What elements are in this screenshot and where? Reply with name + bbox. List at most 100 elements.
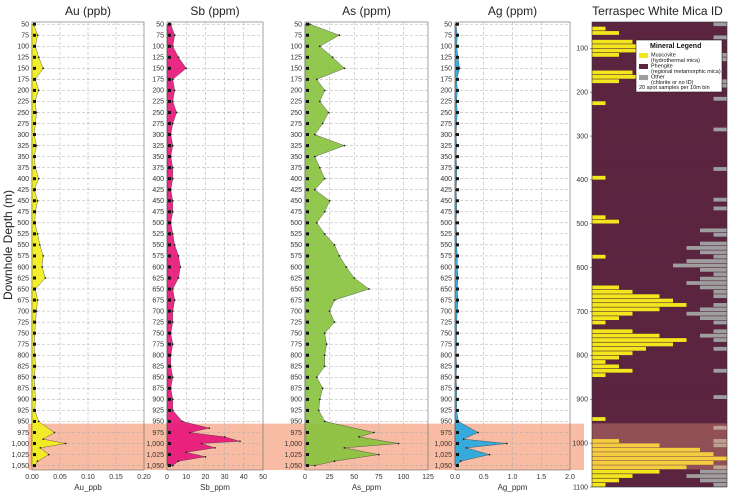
y-axis-label: Downhole Depth (m)	[1, 190, 15, 300]
mica-muscovite-bar	[592, 74, 660, 79]
sb-sample-marker	[168, 110, 171, 114]
ag-depth-tick-label: 1,050	[434, 463, 452, 470]
sb-depth-tick-label: 575	[152, 253, 164, 260]
mica-phengite-bar	[592, 439, 727, 443]
mica-muscovite-bar	[592, 219, 619, 224]
mica-other-bar	[713, 22, 727, 27]
mica-phengite-bar	[592, 188, 727, 193]
mica-muscovite-bar	[592, 439, 619, 443]
au-point	[39, 447, 42, 449]
mica-other-bar	[713, 197, 727, 202]
sb-depth-tick-label: 475	[152, 209, 164, 216]
ag-sample-marker	[456, 353, 459, 357]
as-depth-tick-label: 950	[290, 419, 302, 426]
au-point	[42, 67, 45, 70]
sb-sample-marker	[168, 287, 171, 291]
au-depth-tick-label: 500	[17, 220, 29, 227]
mica-muscovite-bar	[592, 53, 619, 57]
as-depth-tick-label: 650	[290, 286, 302, 293]
sb-point	[189, 431, 191, 434]
au-sample-marker	[33, 408, 36, 412]
au-depth-tick-label: 1,050	[11, 463, 29, 470]
as-sample-marker	[306, 364, 309, 368]
au-point	[35, 310, 38, 312]
mica-phengite-bar	[592, 403, 727, 408]
as-depth-tick-label: 625	[290, 275, 302, 282]
ag-depth-tick-label: 1,025	[434, 452, 452, 459]
mica-phengite-bar	[592, 237, 727, 242]
mica-muscovite-bar	[592, 175, 606, 180]
as-depth-tick-label: 775	[290, 342, 302, 349]
ag-depth-tick-label: 225	[440, 99, 452, 106]
mica-muscovite-bar	[592, 452, 714, 456]
mica-muscovite-bar	[592, 307, 660, 312]
as-sample-marker	[306, 331, 309, 335]
mica-phengite-bar	[592, 276, 727, 281]
mica-other-bar	[700, 228, 727, 233]
mica-other-bar	[713, 35, 727, 40]
as-point	[331, 56, 334, 59]
mica-phengite-bar	[592, 346, 727, 351]
as-depth-tick-label: 1,000	[284, 441, 302, 448]
mica-muscovite-bar	[592, 289, 633, 294]
mica-other-bar	[713, 272, 727, 277]
mica-phengite-bar	[592, 180, 727, 185]
ag-sample-marker	[456, 122, 459, 126]
sb-sample-marker	[168, 464, 171, 468]
sb-point	[173, 299, 176, 301]
au-sample-marker	[33, 331, 36, 335]
legend-sublabel: (chlorite or no ID)	[651, 80, 694, 86]
mica-muscovite-bar	[592, 26, 606, 31]
mica-muscovite-bar	[592, 303, 687, 307]
as-point	[343, 67, 346, 70]
sb-depth-tick-label: 350	[152, 154, 164, 161]
as-sample-marker	[306, 276, 309, 280]
mica-muscovite-bar	[592, 360, 606, 364]
ag-sample-marker	[456, 453, 459, 457]
au-point	[64, 442, 67, 445]
sb-sample-marker	[168, 353, 171, 357]
legend-sublabel: (hydrothermal mica)	[651, 58, 700, 64]
mica-other-bar	[700, 285, 727, 290]
mica-phengite-bar	[592, 474, 727, 478]
mica-other-bar	[686, 311, 727, 316]
mica-tick-label: 900	[576, 397, 588, 404]
sb-depth-tick-label: 975	[152, 430, 164, 437]
mica-phengite-bar	[592, 232, 727, 237]
as-depth-tick-label: 200	[290, 88, 302, 95]
au-sample-marker	[33, 287, 36, 291]
as-depth-tick-label: 475	[290, 209, 302, 216]
mica-phengite-bar	[592, 22, 727, 27]
as-title: As (ppm)	[342, 4, 391, 18]
au-point	[36, 34, 39, 37]
mica-phengite-bar	[592, 123, 727, 127]
mica-phengite-bar	[592, 355, 727, 360]
mica-phengite-bar	[592, 224, 727, 228]
mica-phengite-bar	[592, 162, 727, 167]
mica-phengite-bar	[592, 184, 727, 189]
sb-sample-marker	[168, 309, 171, 313]
mica-title: Terraspec White Mica ID	[592, 4, 723, 18]
ag-depth-tick-label: 750	[440, 330, 452, 337]
as-depth-tick-label: 975	[290, 430, 302, 437]
as-point	[333, 244, 336, 246]
ag-sample-marker	[456, 342, 459, 346]
mica-phengite-bar	[592, 175, 727, 180]
mica-other-bar	[713, 320, 727, 325]
ag-sample-marker	[456, 320, 459, 324]
mica-phengite-bar	[592, 263, 727, 268]
sb-depth-tick-label: 550	[152, 242, 164, 249]
ag-depth-tick-label: 125	[440, 55, 452, 62]
as-sample-marker	[306, 353, 309, 357]
mica-phengite-bar	[592, 131, 727, 136]
as-point	[313, 133, 316, 136]
as-sample-marker	[306, 66, 309, 70]
au-depth-tick-label: 425	[17, 187, 29, 194]
as-point	[323, 210, 326, 213]
sb-depth-tick-label: 150	[152, 66, 164, 73]
sb-point	[171, 398, 174, 401]
mica-phengite-bar	[592, 145, 727, 149]
sb-point	[171, 464, 174, 467]
as-sample-marker	[306, 397, 309, 401]
ag-point	[488, 453, 491, 456]
